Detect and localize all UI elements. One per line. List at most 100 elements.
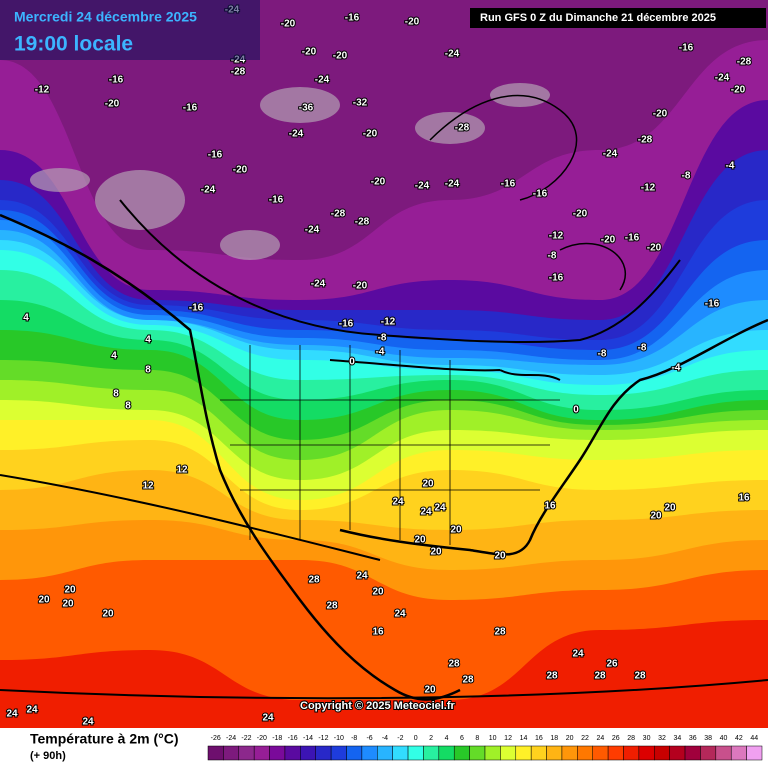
colorbar-cell: [684, 745, 701, 761]
colorbar-cell: [377, 745, 393, 761]
temperature-label: 4: [23, 313, 29, 324]
temperature-label: -12: [381, 317, 396, 328]
colorbar-tick-label: -10: [334, 735, 344, 742]
temperature-label: 20: [650, 511, 662, 522]
temperature-label: -28: [455, 123, 470, 134]
colorbar-cell: [453, 745, 470, 761]
temperature-label: -12: [35, 85, 50, 96]
temperature-label: 24: [572, 649, 584, 660]
temperature-label: -20: [731, 85, 746, 96]
colorbar-cell: [361, 745, 378, 761]
colorbar-cell: [392, 745, 409, 761]
temperature-label: -20: [371, 177, 386, 188]
temperature-label: -32: [353, 98, 368, 109]
temperature-label: 28: [326, 601, 338, 612]
run-info: Run GFS 0 Z du Dimanche 21 décembre 2025: [480, 12, 716, 24]
temperature-label: 20: [494, 551, 506, 562]
coastlines: [0, 94, 768, 701]
colorbar-tick-label: 12: [504, 735, 512, 742]
colorbar-cell: [423, 745, 440, 761]
temperature-label: 8: [125, 401, 131, 412]
temperature-label: 20: [450, 525, 462, 536]
temperature-label: -20: [647, 243, 662, 254]
colorbar-cell: [592, 745, 609, 761]
temperature-label: -28: [231, 67, 246, 78]
colorbar-tick-label: 18: [550, 735, 558, 742]
colorbar-cell: [500, 745, 517, 761]
border: [220, 345, 560, 545]
colorbar-cell: [315, 745, 332, 761]
temperature-label: -8: [638, 343, 647, 354]
temperature-label: -12: [549, 231, 564, 242]
temperature-label: 16: [544, 501, 556, 512]
coastline: [429, 94, 627, 291]
cold-patch: [30, 168, 90, 192]
temperature-label: 20: [372, 587, 384, 598]
colorbar-cell: [715, 745, 732, 761]
colorbar-tick-label: -18: [272, 735, 282, 742]
temperature-label: -8: [548, 251, 557, 262]
temperature-label: -20: [573, 209, 588, 220]
temperature-label: -16: [345, 13, 360, 24]
lead-time: (+ 90h): [30, 750, 66, 762]
temperature-label: 26: [606, 659, 618, 670]
colorbar: -26 -24 -22 -20 -18 -16 -14 -12 -10 -8 -6 -4 -2 0 2 4 6 8…: [207, 735, 763, 761]
time: 19:00 locale: [14, 33, 133, 56]
cold-patch: [95, 170, 185, 230]
temperature-label: -24: [415, 181, 430, 192]
colorbar-tick-label: 36: [689, 735, 697, 742]
colorbar-tick-label: 24: [597, 735, 605, 742]
temperature-label: -28: [331, 209, 346, 220]
temperature-label: 20: [430, 547, 442, 558]
run-box: [470, 8, 766, 28]
colorbar-cell: [546, 745, 563, 761]
temperature-label: -20: [601, 235, 616, 246]
colorbar-tick-label: -14: [303, 735, 313, 742]
colorbar-cell: [346, 745, 363, 761]
temperature-label: -24: [305, 225, 320, 236]
coastline: [339, 318, 768, 556]
temperature-label: 12: [176, 465, 188, 476]
colorbar-cell: [330, 745, 347, 761]
legend-title: Température à 2m (°C): [30, 731, 179, 747]
colorbar-cell: [223, 745, 240, 761]
colorbar-cell: [300, 745, 316, 761]
temperature-label: 16: [372, 627, 384, 638]
temperature-label: 24: [392, 497, 404, 508]
temperature-label: -24: [715, 73, 730, 84]
temperature-label: -24: [603, 149, 618, 160]
temperature-label: -28: [638, 135, 653, 146]
temperature-label: -16: [705, 299, 720, 310]
colorbar-cell: [515, 745, 532, 761]
colorbar-cell: [530, 745, 547, 761]
temperature-label: -16: [625, 233, 640, 244]
cold-patch: [260, 87, 340, 123]
colorbar-cell: [469, 745, 486, 761]
colorbar-tick-label: 40: [720, 735, 728, 742]
temperature-label: 20: [64, 585, 76, 596]
colorbar-tick-label: -26: [211, 735, 221, 742]
temperature-label: -16: [501, 179, 516, 190]
temperature-label: 20: [422, 479, 434, 490]
temperature-label: -16: [183, 103, 198, 114]
colorbar-cell: [623, 745, 640, 761]
temperature-label: 8: [145, 365, 151, 376]
colorbar-tick-label: 8: [475, 735, 479, 742]
temperature-label: -16: [269, 195, 284, 206]
temperature-label: 24: [6, 709, 18, 720]
temperature-label: 28: [448, 659, 460, 670]
temperature-label: 20: [424, 685, 436, 696]
colorbar-cell: [438, 745, 455, 761]
colorbar-cell: [577, 745, 593, 761]
temperature-label: 28: [634, 671, 646, 682]
temperature-label: 20: [38, 595, 50, 606]
colorbar-cell: [253, 745, 270, 761]
temperature-label: 16: [738, 493, 750, 504]
colorbar-cell: [607, 745, 624, 761]
temperature-label: -8: [378, 333, 387, 344]
temperature-label: 28: [462, 675, 474, 686]
temperature-label: -8: [682, 171, 691, 182]
temperature-label: 28: [494, 627, 506, 638]
temperature-label: -4: [376, 347, 385, 358]
